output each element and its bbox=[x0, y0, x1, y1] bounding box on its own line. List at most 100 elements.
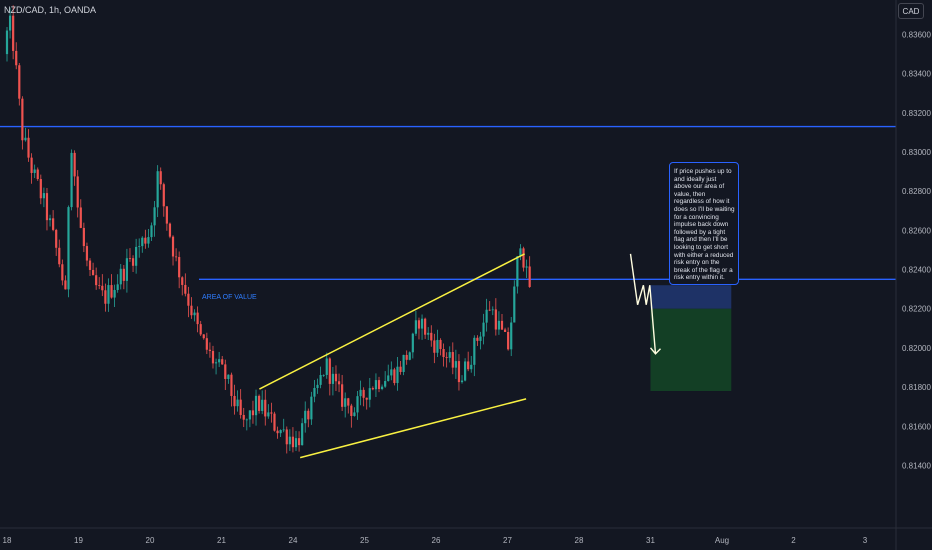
candle-body bbox=[402, 354, 405, 372]
candle-body bbox=[310, 396, 313, 420]
candle-body bbox=[61, 264, 64, 281]
candle-body bbox=[82, 227, 85, 247]
candle-body bbox=[144, 237, 147, 244]
candle-body bbox=[254, 395, 258, 416]
candle-body bbox=[479, 336, 482, 341]
candle-body bbox=[347, 398, 350, 406]
channel-lower-line[interactable] bbox=[299, 398, 527, 459]
candle-body bbox=[267, 412, 270, 417]
candle-body bbox=[116, 284, 119, 290]
candle-body bbox=[107, 285, 110, 304]
candle-body bbox=[513, 286, 516, 323]
candle-body bbox=[248, 410, 251, 420]
candle-body bbox=[313, 387, 316, 397]
candle-body bbox=[464, 361, 467, 381]
projection-arrow bbox=[629, 253, 661, 355]
candle-body bbox=[442, 348, 445, 357]
price-tick-label: 0.82200 bbox=[902, 305, 931, 314]
candle-body bbox=[168, 223, 172, 237]
candle-body bbox=[473, 337, 476, 365]
candle-body bbox=[224, 364, 227, 379]
candle-body bbox=[30, 157, 33, 173]
candle-body bbox=[131, 258, 135, 266]
candle-body bbox=[405, 354, 408, 360]
candle-body bbox=[448, 352, 451, 358]
currency-button[interactable]: CAD bbox=[898, 3, 924, 19]
candle-body bbox=[500, 320, 504, 330]
price-tick-label: 0.83400 bbox=[902, 70, 931, 79]
time-tick-label: 2 bbox=[791, 536, 796, 545]
candle-body bbox=[64, 280, 67, 290]
candle-body bbox=[98, 285, 101, 286]
risk-zone[interactable] bbox=[650, 285, 732, 309]
candle-body bbox=[211, 350, 215, 364]
candle-body bbox=[516, 256, 519, 287]
time-tick-label: 28 bbox=[575, 536, 584, 545]
price-tick-label: 0.82000 bbox=[902, 344, 931, 353]
candle-body bbox=[171, 236, 175, 257]
candle-body bbox=[384, 381, 387, 387]
candle-body bbox=[362, 389, 365, 398]
candle-body bbox=[301, 423, 304, 446]
candle-body bbox=[27, 137, 30, 158]
candle-body bbox=[147, 237, 150, 244]
candle-body bbox=[110, 285, 113, 298]
channel-upper-line[interactable] bbox=[259, 253, 526, 390]
candle-body bbox=[258, 395, 261, 411]
price-tick-label: 0.82600 bbox=[902, 226, 931, 235]
candle-body bbox=[227, 374, 230, 379]
candle-body bbox=[79, 207, 82, 228]
projection-path[interactable] bbox=[629, 253, 657, 354]
candle-body bbox=[285, 429, 288, 445]
symbol-title[interactable]: NZD/CAD, 1h, OANDA bbox=[4, 5, 97, 15]
candle-body bbox=[135, 246, 138, 266]
candle-body bbox=[430, 332, 433, 341]
candle-body bbox=[196, 312, 199, 325]
candle-body bbox=[393, 369, 396, 384]
candle-body bbox=[424, 318, 427, 335]
candle-body bbox=[297, 438, 301, 446]
candle-body bbox=[482, 322, 485, 337]
candle-body bbox=[85, 246, 89, 261]
area-of-value-label: AREA OF VALUE bbox=[202, 294, 257, 301]
price-tick-label: 0.82800 bbox=[902, 187, 931, 196]
candle-body bbox=[319, 375, 322, 385]
price-axis[interactable]: 0.83600 0.83400 0.83200 0.83000 0.82800 0.826… bbox=[902, 31, 931, 471]
candle-body bbox=[242, 414, 245, 420]
time-tick-label: 26 bbox=[432, 536, 441, 545]
candle-body bbox=[24, 137, 27, 141]
candle-body bbox=[141, 237, 144, 247]
candle-body bbox=[156, 171, 159, 208]
candle-body bbox=[282, 429, 285, 431]
candle-body bbox=[377, 380, 381, 390]
candle-body bbox=[208, 349, 212, 351]
reward-zone[interactable] bbox=[650, 308, 732, 392]
candle-body bbox=[365, 397, 368, 400]
analysis-note: If price pushes up to and ideally just a… bbox=[669, 162, 739, 285]
candle-body bbox=[264, 399, 267, 417]
candle-body bbox=[467, 361, 470, 370]
candle-body bbox=[33, 169, 36, 173]
price-tick-label: 0.83000 bbox=[902, 148, 931, 157]
candle-body bbox=[417, 320, 421, 329]
candle-body bbox=[491, 309, 494, 311]
candle-body bbox=[12, 15, 15, 51]
candle-body bbox=[451, 352, 454, 368]
candle-body bbox=[371, 388, 374, 390]
candle-body bbox=[119, 268, 122, 285]
candle-body bbox=[162, 184, 165, 207]
channel-lines bbox=[259, 253, 527, 459]
candle-body bbox=[159, 171, 162, 185]
candle-body bbox=[522, 248, 525, 268]
candle-body bbox=[510, 322, 513, 350]
candle-body bbox=[178, 257, 181, 278]
time-axis[interactable]: 18 19 20 21 24 25 26 27 28 31 Aug 2 3 bbox=[3, 536, 868, 545]
candle-body bbox=[39, 179, 42, 199]
time-tick-label: 31 bbox=[646, 536, 655, 545]
candle-body bbox=[218, 359, 221, 363]
candle-body bbox=[128, 258, 132, 260]
candle-body bbox=[350, 405, 353, 416]
candle-body bbox=[36, 169, 39, 180]
